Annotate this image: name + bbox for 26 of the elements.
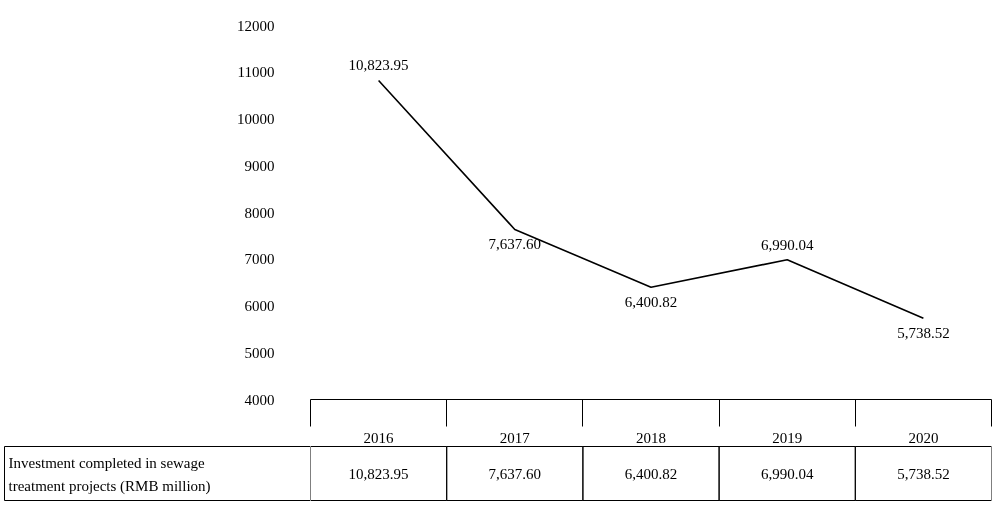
text: 6,400.82	[624, 294, 678, 311]
y-tick-label: 9000	[244, 157, 275, 174]
y-tick-label: 7000	[244, 251, 275, 268]
line-series	[377, 79, 925, 320]
y-tick-label: 8000	[244, 204, 275, 221]
text: 6,400.82	[624, 465, 678, 482]
y-tick-label: 6000	[244, 298, 275, 314]
text: 10,823.95	[348, 57, 409, 74]
text: 10,823.95	[348, 465, 409, 482]
text: Investment completed in sewage treatment projects (RMB million)	[8, 454, 211, 495]
x-tick-label: 2018	[636, 429, 666, 446]
y-tick-label: 4000	[244, 391, 275, 408]
y-tick-label: 10000	[237, 111, 275, 127]
x-tick-label: 2017	[499, 429, 531, 446]
y-tick-label: 11000	[237, 64, 275, 81]
x-tick-label: 2020	[908, 429, 939, 446]
y-tick-label: 5000	[244, 344, 275, 361]
text: 5,738.52	[897, 325, 950, 342]
text: 6,990.04	[760, 236, 814, 253]
text: 7,637.60	[488, 465, 542, 482]
y-tick-label: 12000	[237, 17, 275, 34]
x-tick-label: 2016	[363, 429, 395, 446]
text: 6,990.04	[760, 465, 814, 482]
text: 7,637.60	[488, 236, 542, 253]
text: 5,738.52	[897, 465, 950, 482]
x-tick-label: 2019	[772, 429, 803, 446]
